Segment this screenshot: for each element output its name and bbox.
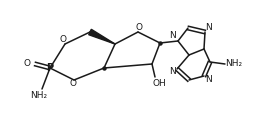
Text: N: N (206, 24, 212, 33)
Text: OH: OH (152, 78, 166, 87)
Text: NH₂: NH₂ (31, 91, 48, 101)
Text: O: O (70, 80, 76, 88)
Text: P: P (46, 63, 54, 73)
Text: O: O (136, 23, 142, 32)
Text: N: N (206, 74, 212, 84)
Text: O: O (23, 59, 31, 69)
Text: O: O (59, 36, 67, 44)
Text: N: N (169, 32, 175, 40)
Text: N: N (169, 68, 175, 76)
Text: NH₂: NH₂ (226, 59, 243, 69)
Polygon shape (89, 29, 115, 44)
